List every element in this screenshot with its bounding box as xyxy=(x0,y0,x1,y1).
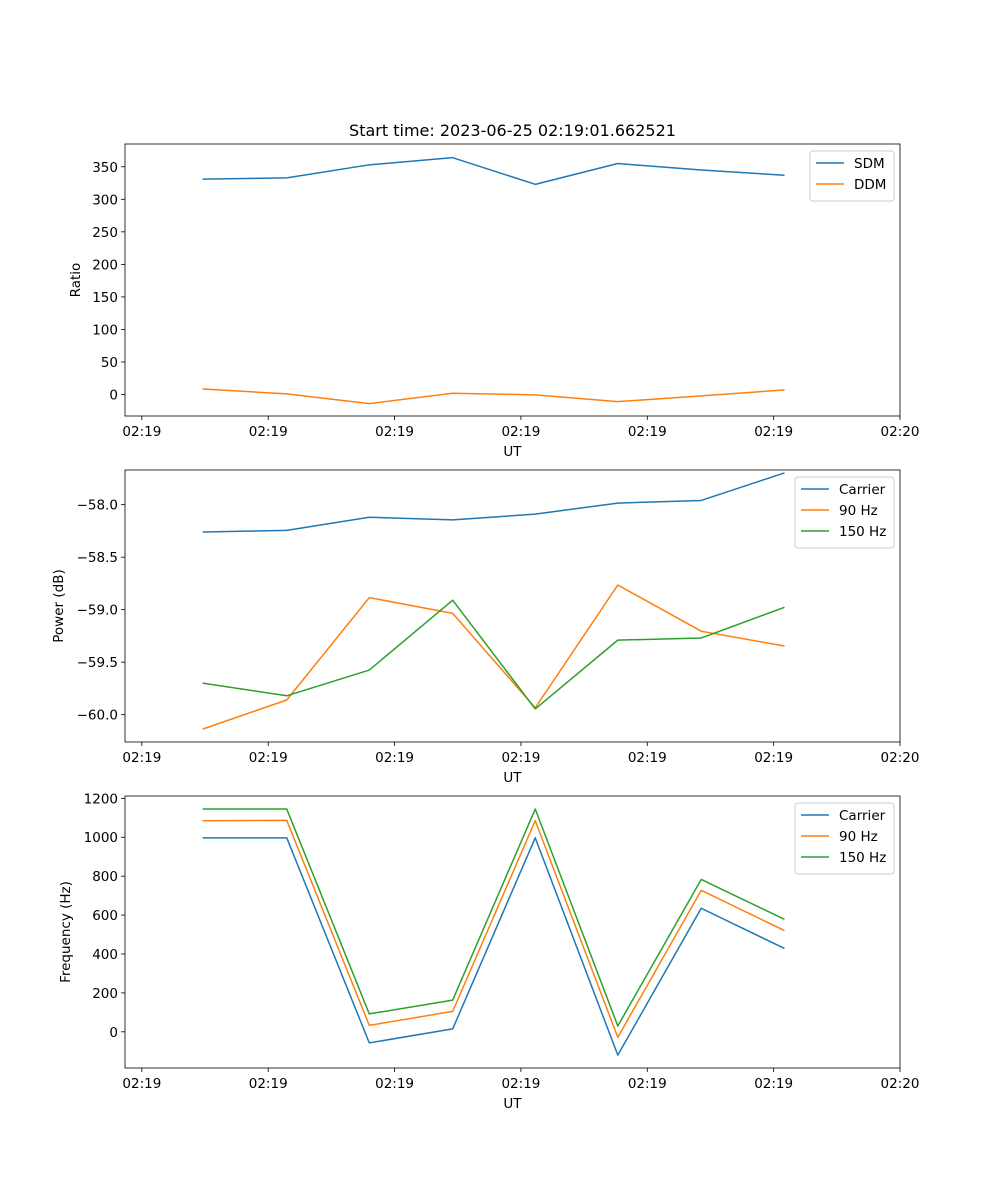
legend-entry: Carrier xyxy=(839,808,886,824)
series-line-carrier xyxy=(202,472,785,533)
y-tick-label: 200 xyxy=(92,986,118,1002)
y-tick-label: −59.5 xyxy=(77,655,118,671)
x-tick-label: 02:19 xyxy=(375,1076,414,1092)
y-axis-label: Frequency (Hz) xyxy=(58,881,74,983)
x-tick-label: 02:19 xyxy=(501,424,540,440)
x-tick-label: 02:19 xyxy=(754,750,793,766)
axes-frame xyxy=(124,469,901,743)
y-tick-label: 1000 xyxy=(84,830,118,846)
legend-entry: 150 Hz xyxy=(839,524,886,540)
y-tick-label: 1200 xyxy=(84,791,118,807)
y-tick-label: −58.5 xyxy=(77,550,118,566)
x-tick-label: 02:20 xyxy=(881,424,920,440)
legend-entry: SDM xyxy=(854,156,885,172)
x-tick-label: 02:19 xyxy=(628,1076,667,1092)
x-tick-label: 02:19 xyxy=(249,424,288,440)
x-axis-label: UT xyxy=(503,1096,522,1112)
y-tick-label: −60.0 xyxy=(77,708,118,724)
x-tick-label: 02:19 xyxy=(249,750,288,766)
y-axis-label: Ratio xyxy=(68,263,84,298)
y-tick-label: −58.0 xyxy=(77,498,118,514)
x-tick-label: 02:19 xyxy=(122,424,161,440)
legend-entry: 150 Hz xyxy=(839,850,886,866)
series-line-150-hz xyxy=(202,599,785,710)
series-line-150-hz xyxy=(202,808,785,1027)
y-tick-label: 200 xyxy=(92,257,118,273)
y-tick-label: 150 xyxy=(92,290,118,306)
x-tick-label: 02:19 xyxy=(501,1076,540,1092)
x-axis-label: UT xyxy=(503,444,522,460)
y-tick-label: 600 xyxy=(92,908,118,924)
ratio-panel: 02:19 02:19 02:19 02:19 02:19 02:19 02:20 UT 0 50… xyxy=(68,143,920,460)
y-tick-label: 0 xyxy=(109,388,118,404)
y-tick-label: 300 xyxy=(92,192,118,208)
x-tick-label: 02:19 xyxy=(754,1076,793,1092)
y-tick-label: 350 xyxy=(92,160,118,176)
y-tick-label: −59.0 xyxy=(77,603,118,619)
x-tick-label: 02:19 xyxy=(628,750,667,766)
y-tick-label: 800 xyxy=(92,869,118,885)
legend-entry: 90 Hz xyxy=(839,829,878,845)
series-line-ddm xyxy=(202,388,785,405)
y-tick-label: 0 xyxy=(109,1025,118,1041)
x-tick-label: 02:19 xyxy=(122,750,161,766)
x-tick-label: 02:19 xyxy=(501,750,540,766)
legend: Carrier 90 Hz 150 Hz xyxy=(794,476,895,549)
legend-entry: 90 Hz xyxy=(839,503,878,519)
legend-entry: Carrier xyxy=(839,482,886,498)
x-tick-label: 02:19 xyxy=(628,424,667,440)
x-tick-label: 02:19 xyxy=(375,750,414,766)
legend: SDM DDM xyxy=(809,150,895,202)
x-axis-label: UT xyxy=(503,770,522,786)
series-line-sdm xyxy=(202,156,785,186)
axes-frame xyxy=(124,795,901,1069)
y-tick-label: 250 xyxy=(92,225,118,241)
x-tick-label: 02:20 xyxy=(881,750,920,766)
figure-title: Start time: 2023-06-25 02:19:01.662521 xyxy=(349,121,676,140)
series-line-90-hz xyxy=(202,584,785,730)
x-tick-label: 02:19 xyxy=(122,1076,161,1092)
x-tick-label: 02:19 xyxy=(249,1076,288,1092)
x-tick-label: 02:19 xyxy=(375,424,414,440)
y-tick-label: 50 xyxy=(101,355,118,371)
series-line-90-hz xyxy=(202,819,785,1039)
y-tick-label: 400 xyxy=(92,947,118,963)
y-axis-label: Power (dB) xyxy=(51,569,67,642)
x-tick-label: 02:20 xyxy=(881,1076,920,1092)
frequency-panel: 02:19 02:19 02:19 02:19 02:19 02:19 02:20 UT 0 20… xyxy=(58,791,919,1112)
power-panel: 02:19 02:19 02:19 02:19 02:19 02:19 02:20 UT −60… xyxy=(51,469,920,786)
legend: Carrier 90 Hz 150 Hz xyxy=(794,802,895,875)
axes-frame xyxy=(124,143,901,417)
series-line-carrier xyxy=(202,837,785,1056)
y-tick-label: 100 xyxy=(92,322,118,338)
x-tick-label: 02:19 xyxy=(754,424,793,440)
legend-entry: DDM xyxy=(854,177,886,193)
